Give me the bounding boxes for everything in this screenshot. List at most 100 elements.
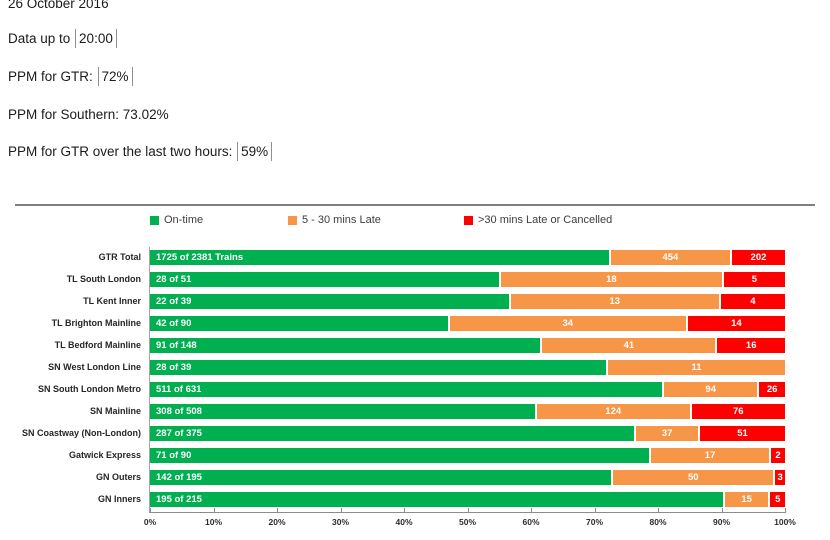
bar-segment-cancelled: 26 xyxy=(759,381,785,397)
chart-row: TL Kent Inner 22 of 39 13 4 xyxy=(0,290,830,312)
bar-segment-cancelled: 4 xyxy=(720,293,785,309)
row-label: SN South London Metro xyxy=(38,384,141,394)
bar-segment-late: 17 xyxy=(651,447,770,463)
axis-tick-mark xyxy=(721,508,723,512)
ppm-gtr-2h-label: PPM for GTR over the last two hours: xyxy=(8,144,237,159)
ppm-southern-line: PPM for Southern: 73.02% xyxy=(8,107,169,122)
legend-label-ontime: On-time xyxy=(164,214,204,226)
legend-swatch-late-icon xyxy=(288,215,297,225)
bar-segment-late: 15 xyxy=(724,491,769,507)
bar-area: 287 of 375 37 51 xyxy=(150,425,785,441)
bar-value-label: 94 xyxy=(705,383,716,395)
row-label: SN Coastway (Non-London) xyxy=(22,428,141,438)
bar-segment-late: 124 xyxy=(536,403,690,419)
bar-area: 28 of 51 18 5 xyxy=(150,271,786,287)
bar-value-label: 15 xyxy=(741,493,752,505)
row-label: SN Mainline xyxy=(89,406,141,416)
bar-area: 1725 of 2381 Trains 454 202 xyxy=(150,249,785,265)
chart-row: Gatwick Express 71 of 90 17 2 xyxy=(0,444,830,466)
bar-area: 71 of 90 17 2 xyxy=(150,447,786,463)
bar-value-label: 287 of 375 xyxy=(156,427,202,439)
bar-value-label: 124 xyxy=(605,405,622,417)
bar-segment-late: 50 xyxy=(613,469,774,485)
chart-row: GN Inners 195 of 215 15 5 xyxy=(0,488,830,510)
axis-tick-mark xyxy=(531,508,532,512)
bar-segment-late: 454 xyxy=(610,249,730,265)
row-label: TL Kent Inner xyxy=(83,296,141,306)
chart-row: GTR Total 1725 of 2381 Trains 454 202 xyxy=(0,246,830,268)
chart-row: SN Coastway (Non-London) 287 of 375 37 51 xyxy=(0,422,830,444)
bar-segment-ontime: 91 of 148 xyxy=(150,337,541,353)
bar-segment-ontime: 195 of 215 xyxy=(150,491,723,507)
row-label: Gatwick Express xyxy=(68,450,141,460)
bar-segment-ontime: 28 of 51 xyxy=(150,271,500,287)
axis-tick-label: 60% xyxy=(522,517,540,527)
bar-segment-late: 34 xyxy=(449,315,686,331)
axis-tick-label: 0% xyxy=(143,517,157,527)
bar-area: 42 of 90 34 14 xyxy=(150,315,785,331)
bar-segment-ontime: 287 of 375 xyxy=(150,425,635,441)
axis-tick-mark xyxy=(785,508,786,512)
bar-value-label: 71 of 90 xyxy=(156,449,192,461)
bar-segment-cancelled: 14 xyxy=(687,315,785,331)
bar-segment-late: 18 xyxy=(501,271,722,287)
row-label: GTR Total xyxy=(98,252,141,262)
bar-segment-ontime: 511 of 631 xyxy=(150,381,663,397)
axis-tick-mark xyxy=(340,508,342,512)
ppm-gtr-field[interactable]: 72% xyxy=(97,67,133,86)
bar-segment-cancelled: 5 xyxy=(770,491,785,507)
legend-item-ontime: On-time xyxy=(150,214,203,226)
bar-segment-ontime: 42 of 90 xyxy=(150,315,448,331)
row-label: TL South London xyxy=(66,274,141,284)
axis-tick-label: 20% xyxy=(268,517,286,527)
bar-segment-ontime: 28 of 39 xyxy=(150,359,607,375)
bar-segment-cancelled: 51 xyxy=(700,425,785,441)
row-label: GN Outers xyxy=(95,472,141,482)
bar-segment-ontime: 71 of 90 xyxy=(150,447,650,463)
bar-value-label: 454 xyxy=(662,251,679,263)
bar-value-label: 142 of 195 xyxy=(156,471,202,483)
axis-tick-mark xyxy=(213,508,215,512)
bar-value-label: 5 xyxy=(751,273,758,285)
ppm-gtr-label: PPM for GTR: xyxy=(8,69,97,84)
data-up-to-field[interactable]: 20:00 xyxy=(75,29,117,48)
bar-area: 22 of 39 13 4 xyxy=(150,293,785,309)
ppm-gtr-2h-field[interactable]: 59% xyxy=(237,142,273,161)
bar-value-label: 37 xyxy=(661,427,673,439)
chart-row: GN Outers 142 of 195 50 3 xyxy=(0,466,830,488)
axis-tick-label: 40% xyxy=(395,517,413,527)
bar-value-label: 76 xyxy=(732,405,744,417)
ppm-gtr-2h-line: PPM for GTR over the last two hours: 59% xyxy=(8,142,273,161)
legend-label-cancelled: >30 mins Late or Cancelled xyxy=(478,214,613,226)
bar-value-label: 34 xyxy=(562,317,574,329)
bar-value-label: 50 xyxy=(687,471,699,483)
bar-value-label: 3 xyxy=(777,471,783,483)
bar-segment-late: 37 xyxy=(636,425,698,441)
bar-segment-ontime: 308 of 508 xyxy=(150,403,535,419)
axis-tick-label: 70% xyxy=(585,517,604,527)
bar-value-label: 2 xyxy=(775,449,781,461)
row-label: SN West London Line xyxy=(48,362,141,372)
bar-value-label: 22 of 39 xyxy=(156,295,192,307)
bar-segment-cancelled: 3 xyxy=(775,469,785,485)
chart-row: SN Mainline 308 of 508 124 76 xyxy=(0,400,830,422)
bar-value-label: 11 xyxy=(691,361,702,373)
bar-value-label: 51 xyxy=(737,427,748,439)
bar-segment-ontime: 142 of 195 xyxy=(150,469,612,485)
axis-tick-mark xyxy=(150,508,151,512)
axis-tick-label: 100% xyxy=(774,517,796,527)
axis-tick-label: 30% xyxy=(331,517,350,527)
bar-value-label: 42 of 90 xyxy=(156,317,192,329)
axis-tick-label: 80% xyxy=(649,517,667,527)
bar-segment-cancelled: 202 xyxy=(731,249,785,265)
bar-value-label: 4 xyxy=(750,295,756,307)
axis-tick-mark xyxy=(404,508,405,512)
bar-segment-late: 41 xyxy=(542,337,716,353)
bar-area: 511 of 631 94 26 xyxy=(150,381,785,397)
chart-y-axis-line xyxy=(149,247,150,513)
data-up-to-label: Data up to xyxy=(8,31,75,46)
legend-swatch-ontime-icon xyxy=(150,215,159,225)
row-label: TL Bedford Mainline xyxy=(54,340,141,350)
bar-area: 308 of 508 124 76 xyxy=(150,403,785,419)
axis-tick-label: 90% xyxy=(712,517,731,527)
